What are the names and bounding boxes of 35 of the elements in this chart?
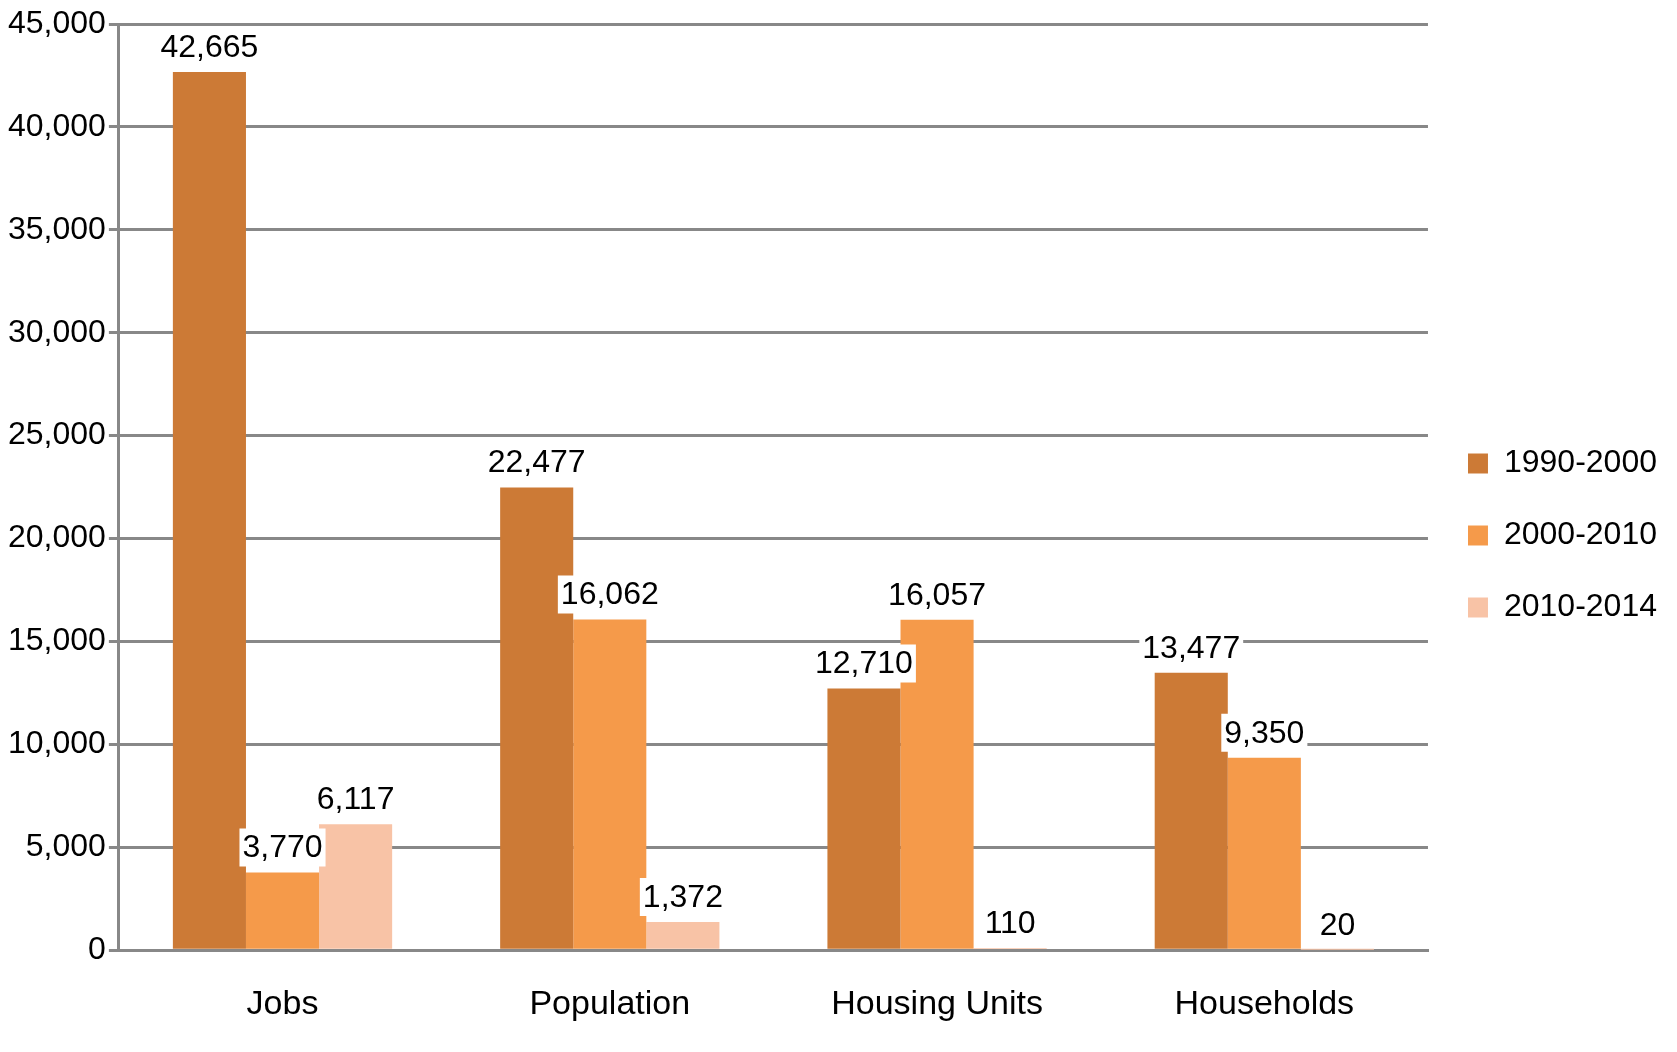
bar — [172, 72, 246, 949]
y-tick-label: 40,000 — [8, 106, 106, 143]
y-tick-label: 0 — [88, 930, 106, 967]
y-tick-label: 5,000 — [25, 827, 106, 864]
data-label: 13,477 — [1142, 628, 1241, 665]
legend-label: 2000-2010 — [1503, 515, 1657, 552]
data-label: 16,062 — [560, 575, 659, 612]
bar — [573, 619, 647, 949]
data-label: 42,665 — [160, 27, 259, 64]
y-tick-label: 30,000 — [8, 312, 106, 349]
y-tick-label: 35,000 — [8, 209, 106, 246]
data-label: 110 — [984, 903, 1036, 940]
data-label: 9,350 — [1224, 713, 1305, 750]
data-label: 20 — [1319, 905, 1356, 942]
x-tick-label: Households — [1174, 982, 1355, 1021]
data-label: 1,372 — [642, 877, 723, 914]
legend-label: 1990-2000 — [1503, 443, 1657, 480]
data-label: 12,710 — [815, 644, 913, 681]
x-tick-label: Population — [529, 982, 691, 1021]
data-label: 22,477 — [487, 443, 586, 480]
x-tick-label: Housing Units — [831, 982, 1043, 1021]
data-label: 16,057 — [888, 575, 986, 612]
bar — [827, 688, 901, 949]
bar — [646, 921, 720, 949]
y-tick-label: 20,000 — [8, 518, 106, 555]
data-label: 6,117 — [316, 780, 395, 817]
y-tick-label: 45,000 — [8, 3, 106, 40]
bar — [1227, 757, 1301, 949]
data-label: 3,770 — [242, 828, 323, 865]
y-tick-label: 15,000 — [8, 621, 106, 658]
y-tick-label: 10,000 — [8, 724, 106, 761]
legend-label: 2010-2014 — [1503, 587, 1657, 624]
x-tick-label: Jobs — [246, 982, 319, 1021]
y-tick-label: 25,000 — [8, 415, 106, 452]
bar — [245, 872, 320, 949]
